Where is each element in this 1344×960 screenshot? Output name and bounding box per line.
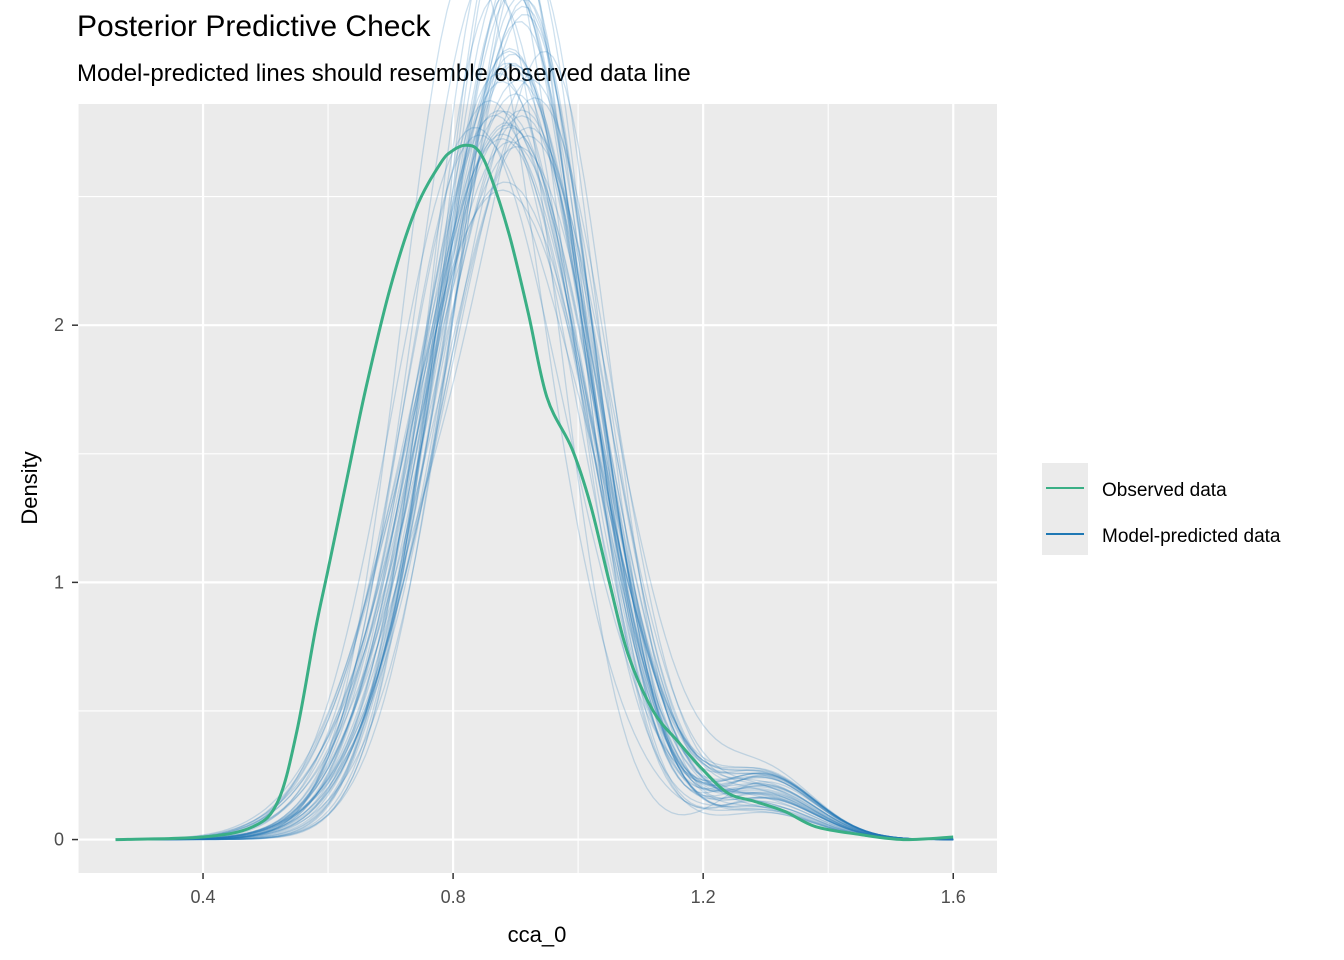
model-predicted-line xyxy=(115,181,954,841)
model-predicted-line xyxy=(115,0,954,841)
grid-minor xyxy=(77,104,997,873)
model-predicted-line xyxy=(115,122,954,841)
model-predicted-line xyxy=(115,47,954,841)
model-predicted-line xyxy=(115,14,954,841)
model-predicted-line xyxy=(115,114,954,841)
x-axis-title: cca_0 xyxy=(508,922,567,947)
legend-key-background xyxy=(1042,463,1088,555)
model-predicted-line xyxy=(115,135,954,841)
model-predicted-line xyxy=(115,0,954,841)
model-predicted-line xyxy=(115,0,954,841)
model-predicted-line xyxy=(115,138,954,841)
y-tick-label: 2 xyxy=(54,315,64,335)
model-predicted-line xyxy=(115,0,954,841)
x-tick-label: 1.6 xyxy=(941,887,966,907)
x-tick-label: 0.4 xyxy=(191,887,216,907)
model-predicted-line xyxy=(115,99,954,841)
observed-data-line xyxy=(115,143,954,842)
model-predicted-line xyxy=(115,93,954,841)
model-predicted-line xyxy=(115,0,954,841)
model-predicted-line xyxy=(115,134,954,841)
model-predicted-line xyxy=(115,124,954,841)
model-predicted-line xyxy=(115,97,954,841)
observed-line-group xyxy=(115,143,954,842)
model-predicted-line xyxy=(115,0,954,841)
model-predicted-line xyxy=(115,21,954,841)
model-predicted-line xyxy=(115,72,954,841)
model-predicted-line xyxy=(115,133,954,841)
plot-panel xyxy=(78,104,997,873)
model-predicted-line xyxy=(115,0,954,841)
y-tick-label: 1 xyxy=(54,572,64,592)
chart-title: Posterior Predictive Check xyxy=(77,10,431,43)
model-predicted-line xyxy=(115,0,954,841)
y-tick-label: 0 xyxy=(54,830,64,850)
model-predicted-line xyxy=(115,126,954,841)
model-predicted-line xyxy=(115,0,954,841)
legend-label-model-predicted: Model-predicted data xyxy=(1102,526,1281,547)
model-predicted-line xyxy=(115,0,954,841)
model-predicted-line xyxy=(115,64,954,841)
model-predicted-line xyxy=(115,62,954,841)
model-predicted-line xyxy=(115,189,954,841)
model-predicted-line xyxy=(115,50,954,841)
model-predicted-line xyxy=(115,50,954,841)
model-predicted-line xyxy=(115,5,954,841)
grid-major xyxy=(78,104,997,873)
model-predicted-line xyxy=(115,146,954,841)
model-predicted-line xyxy=(115,0,954,841)
legend: Observed data Model-predicted data xyxy=(1042,463,1281,555)
model-predicted-line xyxy=(115,62,954,841)
model-predicted-line xyxy=(115,0,954,841)
model-predicted-line xyxy=(115,115,954,841)
model-predicted-line xyxy=(115,110,954,841)
model-predicted-line xyxy=(115,53,954,841)
model-predicted-line xyxy=(115,0,954,841)
model-predicted-line xyxy=(115,79,954,841)
chart-subtitle: Model-predicted lines should resemble ob… xyxy=(77,60,691,87)
model-predicted-lines xyxy=(115,0,954,841)
y-axis-title: Density xyxy=(17,451,42,524)
model-predicted-line xyxy=(115,0,954,841)
model-predicted-line xyxy=(115,127,954,841)
x-tick-label: 0.8 xyxy=(441,887,466,907)
model-predicted-line xyxy=(115,80,954,841)
legend-label-observed: Observed data xyxy=(1102,480,1227,501)
x-tick-label: 1.2 xyxy=(691,887,716,907)
axes: 0.4 0.8 1.2 1.6 0 1 2 xyxy=(54,315,966,907)
model-predicted-line xyxy=(115,109,954,841)
model-predicted-line xyxy=(115,79,954,841)
model-predicted-line xyxy=(115,0,954,841)
